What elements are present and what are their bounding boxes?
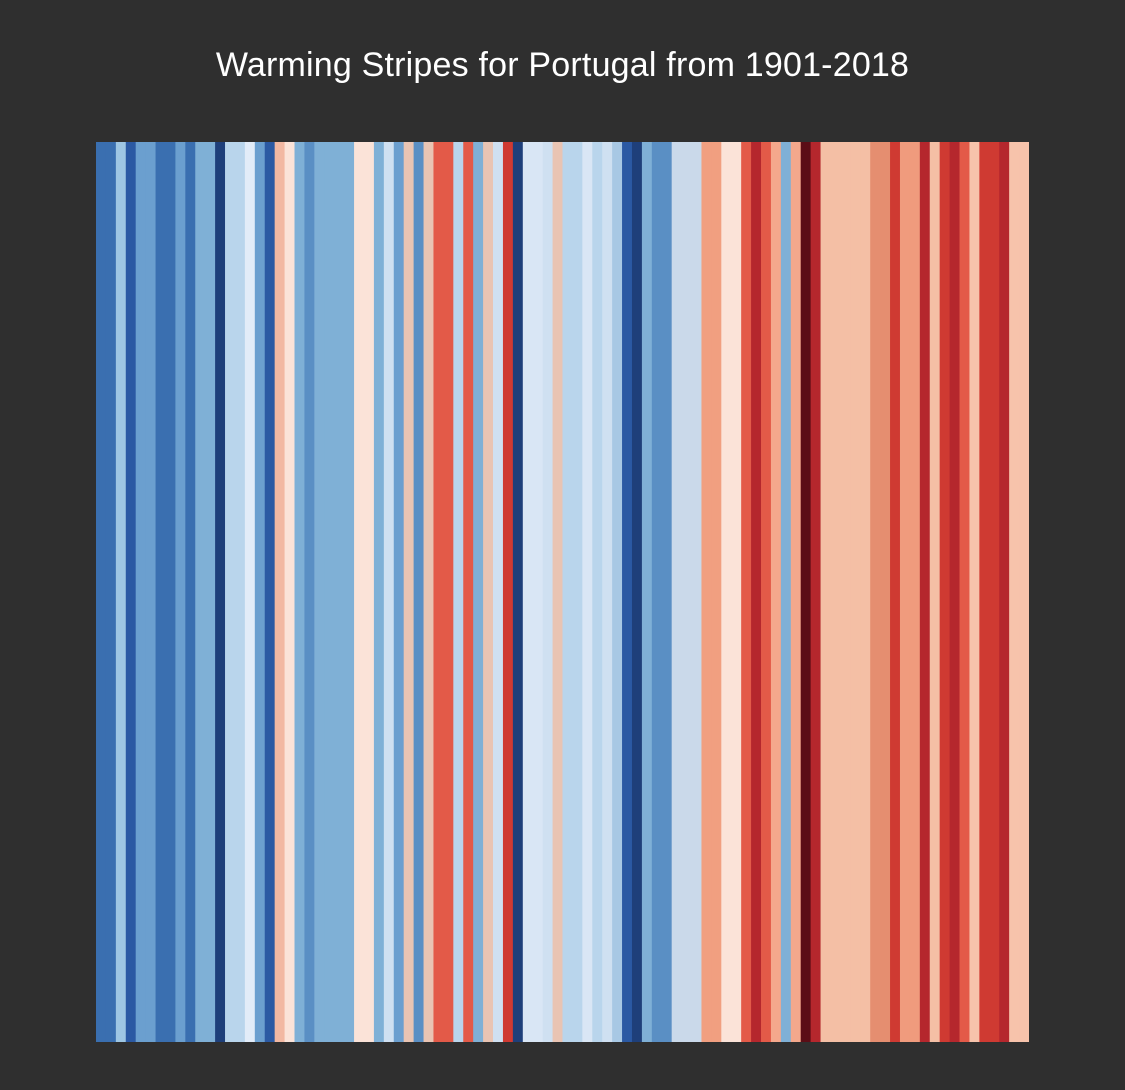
stripe-1904 <box>125 142 137 1042</box>
warming-stripes-chart <box>96 142 1029 1042</box>
stripe-1913 <box>215 142 226 1042</box>
stripe-1906 <box>145 142 157 1042</box>
stripe-1988 <box>959 142 971 1042</box>
stripe-1975 <box>830 142 842 1042</box>
stripe-1911 <box>195 142 206 1042</box>
stripe-1944 <box>522 142 534 1042</box>
stripe-1993 <box>1009 142 1020 1042</box>
stripe-1948 <box>562 142 574 1042</box>
stripe-1972 <box>800 142 812 1042</box>
stripe-1919 <box>274 142 286 1042</box>
stripe-1915 <box>234 142 246 1042</box>
stripe-1930 <box>383 142 395 1042</box>
stripe-1976 <box>840 142 851 1042</box>
stripe-1983 <box>909 142 921 1042</box>
stripe-1920 <box>284 142 296 1042</box>
chart-title: Warming Stripes for Portugal from 1901-2… <box>215 46 910 84</box>
stripe-1974 <box>820 142 832 1042</box>
stripe-1966 <box>741 142 752 1042</box>
stripe-1925 <box>334 142 345 1042</box>
stripe-1924 <box>324 142 335 1042</box>
stripe-1916 <box>244 142 256 1042</box>
stripe-1914 <box>225 142 236 1042</box>
stripe-1936 <box>443 142 454 1042</box>
stripe-1922 <box>304 142 315 1042</box>
stripe-1970 <box>780 142 792 1042</box>
stripe-1910 <box>185 142 196 1042</box>
stripe-1982 <box>899 142 911 1042</box>
stripe-1912 <box>205 142 216 1042</box>
stripe-1921 <box>294 142 306 1042</box>
stripe-1918 <box>264 142 276 1042</box>
stripe-1928 <box>363 142 375 1042</box>
stripe-1959 <box>671 142 683 1042</box>
stripe-1907 <box>155 142 167 1042</box>
stripe-1981 <box>890 142 901 1042</box>
stripe-1937 <box>453 142 464 1042</box>
stripe-1969 <box>770 142 782 1042</box>
stripe-1968 <box>761 142 772 1042</box>
stripe-1953 <box>612 142 623 1042</box>
stripe-1979 <box>870 142 881 1042</box>
stripe-1923 <box>314 142 325 1042</box>
stripe-1955 <box>631 142 643 1042</box>
stripe-1941 <box>493 142 504 1042</box>
stripe-1980 <box>880 142 891 1042</box>
stripe-1961 <box>691 142 703 1042</box>
stripe-1942 <box>502 142 514 1042</box>
stripe-1939 <box>473 142 484 1042</box>
stripe-1927 <box>354 142 365 1042</box>
stripe-1973 <box>810 142 822 1042</box>
stripe-1938 <box>463 142 474 1042</box>
stripe-1984 <box>919 142 931 1042</box>
stripe-1934 <box>423 142 435 1042</box>
stripe-1991 <box>989 142 1000 1042</box>
stripe-1945 <box>532 142 544 1042</box>
stripe-1989 <box>969 142 980 1042</box>
stripe-1967 <box>751 142 762 1042</box>
stripe-1909 <box>175 142 186 1042</box>
stripe-1902 <box>105 142 117 1042</box>
stripe-1977 <box>850 142 861 1042</box>
stripe-1952 <box>602 142 613 1042</box>
stripe-1958 <box>661 142 673 1042</box>
stripe-1994 <box>1019 142 1029 1042</box>
stripe-1903 <box>115 142 127 1042</box>
stripe-1932 <box>403 142 415 1042</box>
stripe-1956 <box>641 142 653 1042</box>
stripe-1957 <box>651 142 663 1042</box>
stripe-1990 <box>979 142 990 1042</box>
stripe-1987 <box>949 142 961 1042</box>
stripe-1963 <box>711 142 722 1042</box>
stripe-1947 <box>552 142 564 1042</box>
stripe-1917 <box>254 142 266 1042</box>
stripe-1908 <box>165 142 177 1042</box>
stripe-1943 <box>512 142 524 1042</box>
stripe-1954 <box>622 142 633 1042</box>
stripe-1964 <box>721 142 732 1042</box>
stripe-1926 <box>344 142 355 1042</box>
stripe-1905 <box>135 142 147 1042</box>
stripe-1950 <box>582 142 593 1042</box>
stripe-1971 <box>790 142 802 1042</box>
stripe-1960 <box>681 142 693 1042</box>
stripe-1949 <box>572 142 583 1042</box>
stripe-1931 <box>393 142 405 1042</box>
stripe-1933 <box>413 142 425 1042</box>
stripe-1962 <box>701 142 712 1042</box>
stripe-1901 <box>96 142 107 1042</box>
stripe-1985 <box>929 142 941 1042</box>
stripe-1951 <box>592 142 603 1042</box>
stripe-1929 <box>373 142 385 1042</box>
stripe-1965 <box>731 142 742 1042</box>
stripe-1935 <box>433 142 444 1042</box>
stripe-1978 <box>860 142 871 1042</box>
stripe-1940 <box>483 142 494 1042</box>
stripe-1986 <box>939 142 951 1042</box>
stripe-1946 <box>542 142 554 1042</box>
stripe-1992 <box>999 142 1010 1042</box>
